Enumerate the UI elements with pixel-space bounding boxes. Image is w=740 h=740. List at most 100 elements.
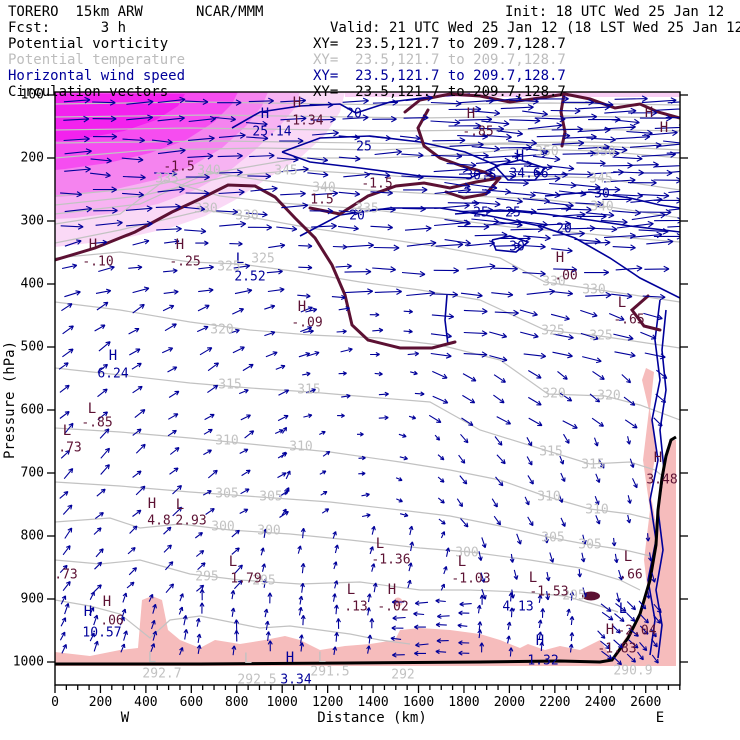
y-tick-label: 200 <box>21 151 44 166</box>
svg-text:H: H <box>606 622 614 638</box>
svg-text:330: 330 <box>235 209 258 224</box>
svg-text:2.52: 2.52 <box>234 270 265 285</box>
svg-text:292.5: 292.5 <box>237 673 276 688</box>
svg-text:315: 315 <box>539 445 562 460</box>
svg-text:H: H <box>298 299 306 315</box>
svg-text:L: L <box>624 549 632 565</box>
svg-text:-.25: -.25 <box>169 255 200 270</box>
x-tick-label: 2600 <box>630 695 661 710</box>
svg-text:.13: .13 <box>344 600 367 615</box>
svg-text:292: 292 <box>391 668 414 683</box>
svg-text:1.32: 1.32 <box>527 654 558 669</box>
svg-text:10.57: 10.57 <box>82 626 121 641</box>
svg-text:325: 325 <box>589 329 612 344</box>
valid-time: Valid: 21 UTC Wed 25 Jan 12 (18 LST Wed … <box>330 20 740 36</box>
svg-text:20: 20 <box>346 107 362 122</box>
x-tick-label: 1400 <box>357 695 388 710</box>
svg-text:25.14: 25.14 <box>252 125 291 140</box>
svg-text:305: 305 <box>215 487 238 502</box>
svg-text:330: 330 <box>194 202 217 217</box>
svg-text:300: 300 <box>257 524 280 539</box>
svg-text:L: L <box>458 554 466 570</box>
svg-text:-.85: -.85 <box>81 416 112 431</box>
svg-text:292.7: 292.7 <box>142 667 181 682</box>
y-tick-label: 900 <box>21 592 44 607</box>
y-tick-label: 800 <box>21 529 44 544</box>
svg-text:330: 330 <box>542 275 565 290</box>
svg-text:L: L <box>529 570 537 586</box>
svg-text:315: 315 <box>218 378 241 393</box>
svg-text:L: L <box>347 582 355 598</box>
y-tick-label: 1000 <box>13 655 44 670</box>
svg-text:H: H <box>261 106 269 122</box>
svg-text:2.93: 2.93 <box>175 514 206 529</box>
svg-text:320: 320 <box>210 323 233 338</box>
y-tick-label: 100 <box>21 88 44 103</box>
svg-text:H: H <box>556 250 564 266</box>
center-name: NCAR/MMM <box>196 4 264 20</box>
svg-text:.66: .66 <box>619 568 642 583</box>
svg-text:305: 305 <box>541 531 564 546</box>
svg-text:H: H <box>84 604 92 620</box>
svg-text:3.48: 3.48 <box>646 473 677 488</box>
svg-text:L: L <box>236 251 244 267</box>
svg-text:-1.03: -1.03 <box>451 572 490 587</box>
svg-text:H: H <box>388 582 396 598</box>
svg-text:30: 30 <box>509 240 525 255</box>
svg-text:H: H <box>516 148 524 164</box>
svg-text:291.5: 291.5 <box>310 665 349 680</box>
svg-text:320: 320 <box>542 387 565 402</box>
svg-text:L: L <box>63 423 71 439</box>
x-tick-label: 200 <box>89 695 112 710</box>
svg-text:320: 320 <box>597 389 620 404</box>
field-xy-theta: XY= 23.5,121.7 to 209.7,128.7 <box>313 52 566 68</box>
svg-text:H: H <box>467 106 475 122</box>
field-label-pv: Potential vorticity <box>8 36 169 52</box>
init-time: Init: 18 UTC Wed 25 Jan 12 <box>505 4 725 20</box>
svg-text:-.65: -.65 <box>613 313 644 328</box>
y-tick-label: 500 <box>21 340 44 355</box>
x-tick-label: 2400 <box>585 695 616 710</box>
svg-text:1.79: 1.79 <box>230 572 261 587</box>
svg-text:305: 305 <box>578 538 601 553</box>
east-corner-label: E <box>656 710 664 726</box>
svg-text:H: H <box>536 633 544 649</box>
x-tick-label: 600 <box>180 695 203 710</box>
x-tick-label: 400 <box>134 695 157 710</box>
svg-text:H: H <box>286 650 294 666</box>
svg-text:25: 25 <box>505 206 521 221</box>
field-xy-pv: XY= 23.5,121.7 to 209.7,128.7 <box>313 36 566 52</box>
svg-text:.73: .73 <box>54 568 77 583</box>
svg-text:34.66: 34.66 <box>509 167 548 182</box>
svg-text:H: H <box>109 348 117 364</box>
x-tick-label: 2000 <box>494 695 525 710</box>
x-tick-label: 0 <box>51 695 59 710</box>
svg-text:300: 300 <box>211 520 234 535</box>
svg-text:L: L <box>148 650 156 666</box>
svg-text:-2.04: -2.04 <box>617 624 656 639</box>
svg-text:-.85: -.85 <box>462 125 493 140</box>
svg-text:L: L <box>376 536 384 552</box>
svg-text:310: 310 <box>585 503 608 518</box>
svg-text:305: 305 <box>259 490 282 505</box>
field-label-vectors: Circulation vectors <box>8 84 169 100</box>
field-xy-wind: XY= 23.5,121.7 to 209.7,128.7 <box>313 68 566 84</box>
svg-text:310: 310 <box>537 490 560 505</box>
svg-text:-1.5: -1.5 <box>163 160 194 175</box>
svg-text:310: 310 <box>215 434 238 449</box>
svg-text:325: 325 <box>541 324 564 339</box>
svg-text:6.24: 6.24 <box>97 367 128 382</box>
svg-text:310: 310 <box>289 440 312 455</box>
svg-text:30.5: 30.5 <box>465 169 496 184</box>
model-title: TORERO 15km ARW <box>8 4 143 20</box>
svg-text:315: 315 <box>581 458 604 473</box>
svg-text:H: H <box>103 594 111 610</box>
svg-text:H: H <box>176 237 184 253</box>
svg-text:325: 325 <box>217 260 240 275</box>
svg-text:3.34: 3.34 <box>280 673 311 688</box>
x-tick-label: 1600 <box>403 695 434 710</box>
svg-text:1.5: 1.5 <box>310 193 333 208</box>
terrain-line <box>55 435 677 666</box>
svg-text:345: 345 <box>274 164 297 179</box>
